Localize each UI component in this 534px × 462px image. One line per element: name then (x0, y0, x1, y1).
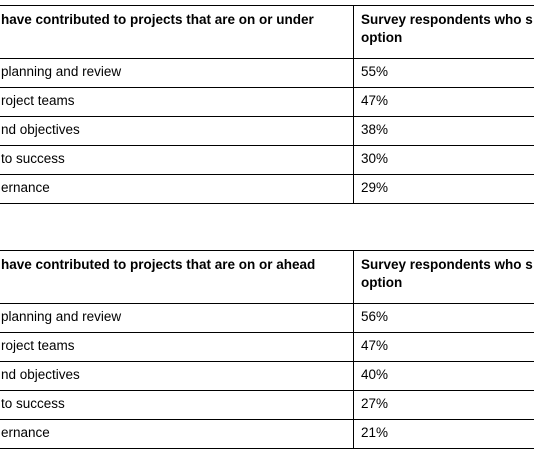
column-divider (353, 250, 354, 448)
row-border (0, 58, 534, 59)
row-border (0, 332, 534, 333)
row-border (0, 174, 534, 175)
row-border (0, 116, 534, 117)
row-value: 29% (361, 180, 389, 195)
header-cell: have contributed to projects that are on… (1, 257, 316, 272)
row-border (0, 87, 534, 88)
row-label: ernance (1, 425, 50, 440)
table-border (0, 250, 534, 251)
row-label: roject teams (1, 93, 75, 108)
row-value: 40% (361, 367, 389, 382)
row-border (0, 303, 534, 304)
row-value: 56% (361, 309, 389, 324)
row-label: to success (1, 151, 65, 166)
header-cell: Survey respondents who s (361, 12, 533, 27)
row-value: 38% (361, 122, 389, 137)
row-label: to success (1, 396, 65, 411)
table-border (0, 448, 534, 449)
row-value: 27% (361, 396, 389, 411)
row-value: 47% (361, 338, 389, 353)
row-label: nd objectives (1, 122, 80, 137)
header-cell: have contributed to projects that are on… (1, 12, 314, 27)
row-border (0, 390, 534, 391)
row-border (0, 145, 534, 146)
row-label: planning and review (1, 309, 122, 324)
header-cell: Survey respondents who s (361, 257, 533, 272)
header-cell: option (361, 275, 403, 290)
row-border (0, 419, 534, 420)
column-divider (353, 5, 354, 203)
row-value: 47% (361, 93, 389, 108)
table-border (0, 203, 534, 204)
header-cell: option (361, 30, 403, 45)
row-label: nd objectives (1, 367, 80, 382)
row-value: 21% (361, 425, 389, 440)
row-label: roject teams (1, 338, 75, 353)
table-border (0, 5, 534, 6)
row-label: planning and review (1, 64, 122, 79)
row-value: 55% (361, 64, 389, 79)
row-label: ernance (1, 180, 50, 195)
row-border (0, 361, 534, 362)
row-value: 30% (361, 151, 389, 166)
